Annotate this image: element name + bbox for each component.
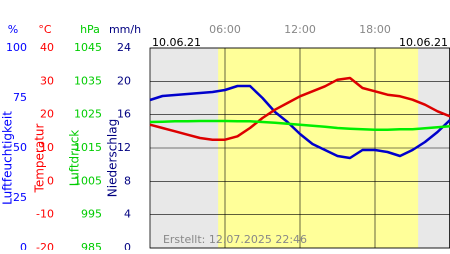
y-tick-label: 24 — [117, 41, 131, 54]
y-tick-label: 40 — [40, 41, 54, 54]
y-tick-label: 1005 — [74, 174, 102, 187]
y-tick-label: 50 — [13, 141, 27, 154]
y-tick-label: 1015 — [74, 141, 102, 154]
y-tick-label: 30 — [40, 74, 54, 87]
y-tick-label: 8 — [124, 174, 131, 187]
y-tick-label: 75 — [13, 91, 27, 104]
axis-label: Luftfeuchtigkeit — [1, 111, 15, 205]
x-tick-label: 18:00 — [359, 23, 391, 36]
x-tick-label: 06:00 — [209, 23, 241, 36]
footer: Erstellt: 12.07.2025 22:46 — [163, 233, 307, 246]
axis-unit: % — [8, 23, 18, 36]
y-tick-label: 0 — [47, 174, 54, 187]
y-tick-label: 0 — [124, 241, 131, 250]
axis-unit: mm/h — [109, 23, 141, 36]
date-left: 10.06.21 — [152, 36, 201, 49]
y-tick-label: 20 — [40, 108, 54, 121]
y-tick-label: 4 — [124, 208, 131, 221]
x-tick-label: 12:00 — [284, 23, 316, 36]
y-tick-label: 1035 — [74, 74, 102, 87]
y-tick-label: 16 — [117, 108, 131, 121]
y-tick-label: -10 — [36, 208, 54, 221]
y-tick-label: 20 — [117, 74, 131, 87]
y-tick-label: 985 — [81, 241, 102, 250]
y-tick-label: 0 — [20, 241, 27, 250]
y-tick-label: 995 — [81, 208, 102, 221]
axis-unit: °C — [38, 23, 52, 36]
date-right: 10.06.21 — [399, 36, 448, 49]
axis-unit: hPa — [80, 23, 100, 36]
y-tick-label: 1045 — [74, 41, 102, 54]
axis-label: Niederschlag — [106, 119, 120, 197]
y-tick-label: 10 — [40, 141, 54, 154]
y-tick-label: 100 — [6, 41, 27, 54]
data-line — [149, 84, 450, 160]
y-tick-label: 1025 — [74, 108, 102, 121]
axis-label: Luftdruck — [68, 130, 82, 187]
y-tick-label: 25 — [13, 191, 27, 204]
data-line — [149, 76, 450, 141]
axis-label: Temperatur — [33, 123, 47, 193]
y-tick-label: -20 — [36, 241, 54, 250]
y-tick-label: 12 — [117, 141, 131, 154]
data-line — [149, 119, 450, 131]
